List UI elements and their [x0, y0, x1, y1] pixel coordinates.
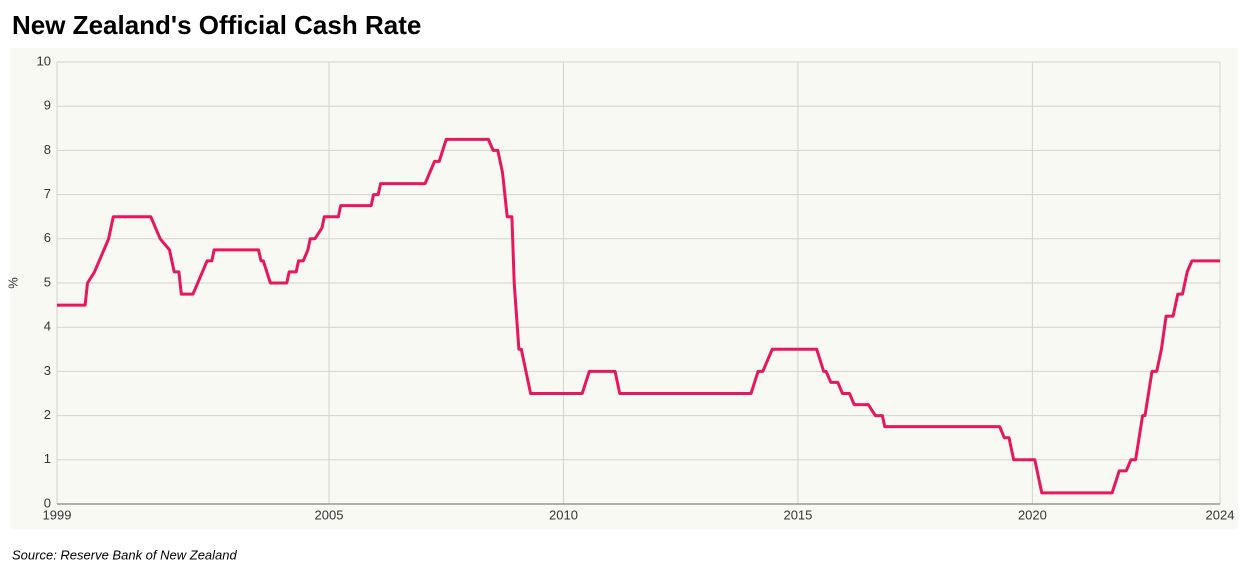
- y-tick-label: 5: [44, 274, 51, 289]
- y-tick-label: 1: [44, 451, 51, 466]
- y-tick-label: 7: [44, 186, 51, 201]
- y-axis-label: %: [5, 277, 20, 289]
- y-tick-label: 0: [44, 495, 51, 510]
- y-tick-label: 4: [44, 319, 51, 334]
- x-tick-label: 2005: [315, 507, 344, 522]
- y-tick-label: 10: [37, 53, 51, 68]
- y-tick-label: 6: [44, 230, 51, 245]
- x-tick-label: 2024: [1206, 507, 1235, 522]
- y-tick-label: 8: [44, 142, 51, 157]
- source-note: Source: Reserve Bank of New Zealand: [12, 547, 237, 562]
- x-tick-label: 2020: [1018, 507, 1047, 522]
- y-tick-label: 3: [44, 363, 51, 378]
- y-tick-label: 2: [44, 407, 51, 422]
- plot-background: [10, 48, 1238, 529]
- x-tick-label: 2015: [783, 507, 812, 522]
- x-tick-label: 1999: [43, 507, 72, 522]
- data-line: [57, 137, 1220, 495]
- y-tick-label: 9: [44, 98, 51, 113]
- x-tick-label: 2010: [549, 507, 578, 522]
- chart-title: New Zealand's Official Cash Rate: [12, 10, 421, 40]
